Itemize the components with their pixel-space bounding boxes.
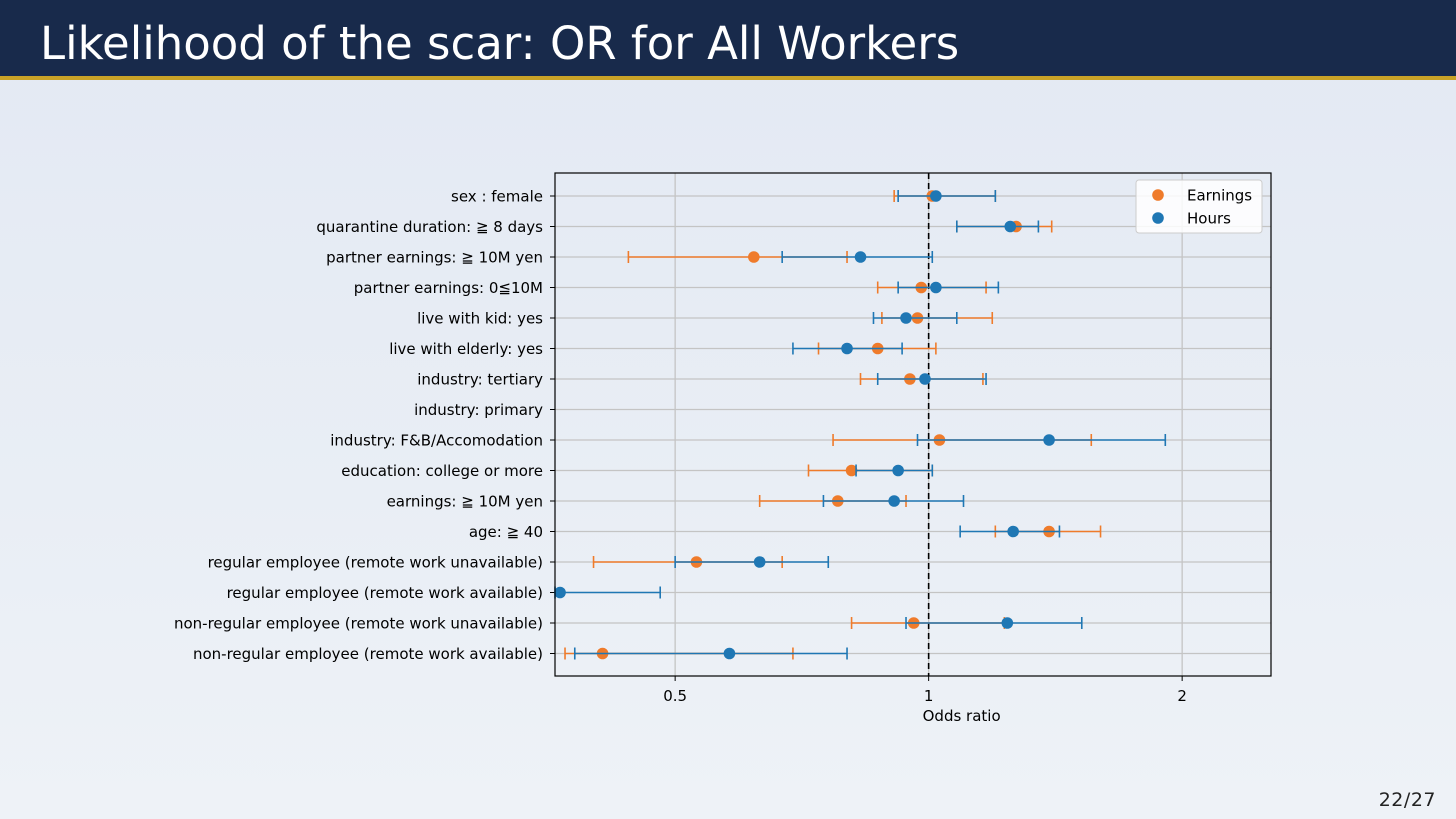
y-tick-label: non-regular employee (remote work unavai… <box>174 615 543 633</box>
legend-label-hours: Hours <box>1187 210 1231 228</box>
x-axis-label: Odds ratio <box>923 707 1001 725</box>
point-hours <box>841 342 853 355</box>
y-tick-label: industry: tertiary <box>417 371 543 389</box>
point-hours <box>1001 617 1014 629</box>
y-tick-label: age: ≧ 40 <box>469 523 543 541</box>
y-tick-label: regular employee (remote work available) <box>227 584 543 602</box>
point-hours <box>723 647 736 660</box>
y-tick-label: partner earnings: 0≦10M <box>354 279 543 297</box>
x-tick-label: 1 <box>924 687 934 705</box>
point-earnings <box>845 464 858 477</box>
y-tick-label: sex : female <box>451 188 543 206</box>
point-hours <box>554 586 566 599</box>
slide-title: Likelihood of the scar: OR for All Worke… <box>40 17 960 70</box>
page-separator: / <box>1403 789 1411 811</box>
point-hours <box>892 464 904 477</box>
y-tick-label: education: college or more <box>341 462 543 480</box>
point-earnings <box>748 251 760 263</box>
legend-marker-earnings <box>1152 189 1164 201</box>
y-tick-label: non-regular employee (remote work availa… <box>193 645 543 663</box>
page-current: 22 <box>1378 789 1404 811</box>
point-hours <box>1007 525 1019 538</box>
plot-area <box>555 173 1271 676</box>
point-hours <box>919 373 931 385</box>
legend-label-earnings: Earnings <box>1187 187 1252 205</box>
y-tick-label: live with kid: yes <box>417 310 543 328</box>
point-hours <box>753 556 766 568</box>
legend-box <box>1135 179 1263 234</box>
y-tick-label: regular employee (remote work unavailabl… <box>208 554 543 572</box>
point-hours <box>854 251 867 263</box>
y-tick-label: live with elderly: yes <box>389 340 543 358</box>
slide-header: Likelihood of the scar: OR for All Worke… <box>0 0 1456 80</box>
point-hours <box>930 190 942 202</box>
point-hours <box>888 495 900 507</box>
y-tick-label: industry: primary <box>414 401 543 419</box>
point-hours <box>930 281 942 294</box>
page-number: 22/27 <box>1379 789 1436 811</box>
y-tick-label: earnings: ≧ 10M yen <box>387 493 543 511</box>
x-tick-label: 2 <box>1177 687 1187 705</box>
point-hours <box>1004 220 1017 233</box>
point-hours <box>1043 434 1055 446</box>
point-hours <box>900 312 912 324</box>
legend-marker-hours <box>1152 212 1164 224</box>
y-tick-label: partner earnings: ≧ 10M yen <box>326 249 543 267</box>
page-total: 27 <box>1410 789 1436 811</box>
y-tick-label: quarantine duration: ≧ 8 days <box>316 218 543 236</box>
x-tick-label: 0.5 <box>663 687 687 705</box>
plot-frame <box>554 172 1272 677</box>
y-tick-label: industry: F&B/Accomodation <box>330 432 543 450</box>
